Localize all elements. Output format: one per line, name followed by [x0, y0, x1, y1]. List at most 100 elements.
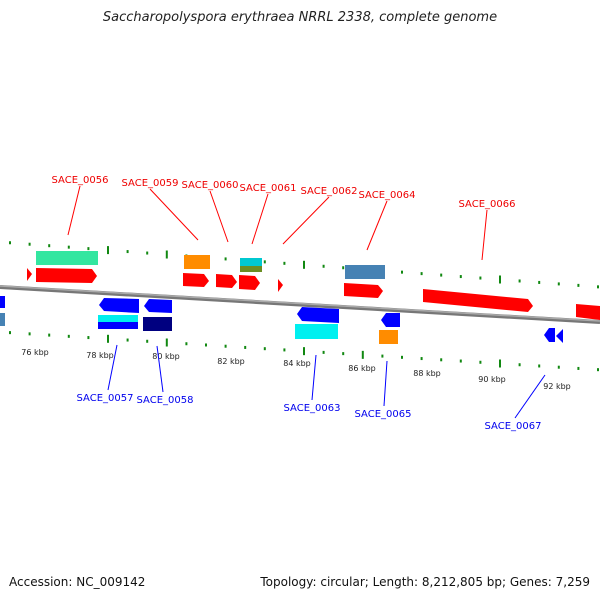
label-leader-line: [282, 196, 330, 245]
gene-feature[interactable]: [0, 313, 5, 326]
genome-stats-text: Topology: circular; Length: 8,212,805 bp…: [260, 575, 590, 589]
scale-tick: [146, 251, 149, 255]
scale-tick: [224, 344, 227, 348]
scale-tick: [518, 279, 521, 283]
scale-tick: [577, 366, 580, 370]
gene-label[interactable]: SACE_0061: [240, 183, 297, 194]
scale-tick: [322, 264, 325, 268]
scale-tick: [48, 244, 51, 248]
gene-feature[interactable]: [278, 279, 283, 292]
scale-tick: [185, 342, 188, 346]
gene-label[interactable]: SACE_0059: [122, 178, 179, 189]
label-leader-line: [366, 200, 388, 251]
scale-tick: [479, 360, 482, 364]
gene-feature[interactable]: [295, 324, 338, 339]
gene-feature[interactable]: [297, 307, 339, 323]
gene-label[interactable]: SACE_0063: [284, 403, 341, 414]
gene-feature[interactable]: [345, 265, 385, 279]
scale-tick: [263, 260, 266, 264]
gene-label[interactable]: SACE_0058: [137, 395, 194, 406]
gene-feature[interactable]: [239, 275, 260, 290]
gene-feature[interactable]: [240, 258, 262, 266]
scale-tick: [479, 276, 482, 280]
label-leader-line: [311, 354, 317, 401]
gene-feature[interactable]: [144, 299, 172, 313]
scale-tick: [557, 282, 560, 286]
map-title: Saccharopolyspora erythraea NRRL 2338, c…: [102, 10, 498, 25]
scale-tick: [67, 245, 70, 249]
scale-label: 78 kbp: [86, 351, 114, 360]
gene-feature[interactable]: [381, 313, 400, 327]
scale-tick: [322, 350, 325, 354]
scale-tick: [87, 247, 90, 251]
scale-tick: [499, 359, 501, 368]
scale-tick: [283, 261, 286, 265]
gene-label[interactable]: SACE_0056: [52, 175, 109, 186]
gene-feature[interactable]: [216, 274, 237, 288]
gene-feature[interactable]: [183, 273, 209, 287]
gene-label[interactable]: SACE_0064: [359, 190, 416, 201]
gene-label[interactable]: SACE_0062: [301, 186, 358, 197]
scale-tick: [303, 260, 305, 269]
gene-feature[interactable]: [379, 330, 398, 344]
scale-tick: [440, 273, 443, 277]
genome-backbone: [0, 285, 600, 324]
label-leader-line: [481, 209, 488, 261]
gene-feature[interactable]: [423, 289, 533, 312]
gene-feature[interactable]: [98, 315, 138, 323]
scale-tick: [9, 241, 11, 245]
gene-feature[interactable]: [576, 304, 600, 320]
scale-label: 86 kbp: [348, 364, 376, 373]
scale-tick: [518, 363, 521, 367]
scale-tick: [420, 357, 423, 361]
scale-tick: [283, 348, 286, 352]
scale-tick: [459, 359, 462, 363]
gene-feature[interactable]: [544, 328, 555, 342]
gene-label[interactable]: SACE_0067: [485, 421, 542, 432]
label-leader-line: [67, 185, 81, 236]
gene-feature[interactable]: [27, 268, 32, 281]
gene-feature[interactable]: [556, 329, 563, 343]
gene-label[interactable]: SACE_0066: [459, 199, 516, 210]
gene-feature[interactable]: [98, 322, 138, 329]
gene-feature[interactable]: [99, 298, 139, 313]
gene-feature[interactable]: [143, 317, 172, 331]
scale-tick: [401, 270, 403, 274]
scale-ticks: 76 kbp 78 kbp 80 kbp 82 kbp 84 kbp 86 kbp 88 k…: [9, 241, 599, 391]
scale-tick: [577, 283, 580, 287]
scale-label: 80 kbp: [152, 352, 180, 361]
forward-features: [27, 251, 600, 320]
scale-tick: [67, 334, 70, 338]
scale-tick: [499, 275, 501, 284]
gene-label[interactable]: SACE_0057: [77, 393, 134, 404]
scale-tick: [342, 352, 345, 356]
scale-tick: [126, 338, 129, 342]
scale-tick: [48, 333, 51, 337]
gene-feature[interactable]: [36, 251, 98, 265]
gene-label[interactable]: SACE_0060: [182, 180, 239, 191]
scale-tick: [165, 338, 168, 347]
gene-label[interactable]: SACE_0065: [355, 409, 412, 420]
scale-tick: [440, 358, 443, 362]
scale-tick: [9, 331, 11, 335]
scale-tick: [459, 275, 462, 279]
gene-feature[interactable]: [36, 268, 97, 283]
scale-tick: [107, 334, 109, 343]
scale-tick: [28, 242, 31, 246]
scale-tick: [538, 280, 541, 284]
gene-feature[interactable]: [184, 255, 210, 269]
gene-feature[interactable]: [344, 283, 383, 298]
scale-tick: [597, 285, 599, 289]
scale-tick: [107, 246, 109, 255]
gene-feature[interactable]: [240, 266, 262, 272]
label-leader-line: [156, 345, 164, 393]
scale-tick: [401, 355, 403, 359]
label-leader-line: [514, 374, 546, 419]
scale-tick: [126, 250, 129, 254]
gene-feature[interactable]: [0, 296, 5, 308]
scale-tick: [420, 272, 423, 276]
scale-label: 90 kbp: [478, 375, 506, 384]
scale-tick: [244, 345, 247, 349]
